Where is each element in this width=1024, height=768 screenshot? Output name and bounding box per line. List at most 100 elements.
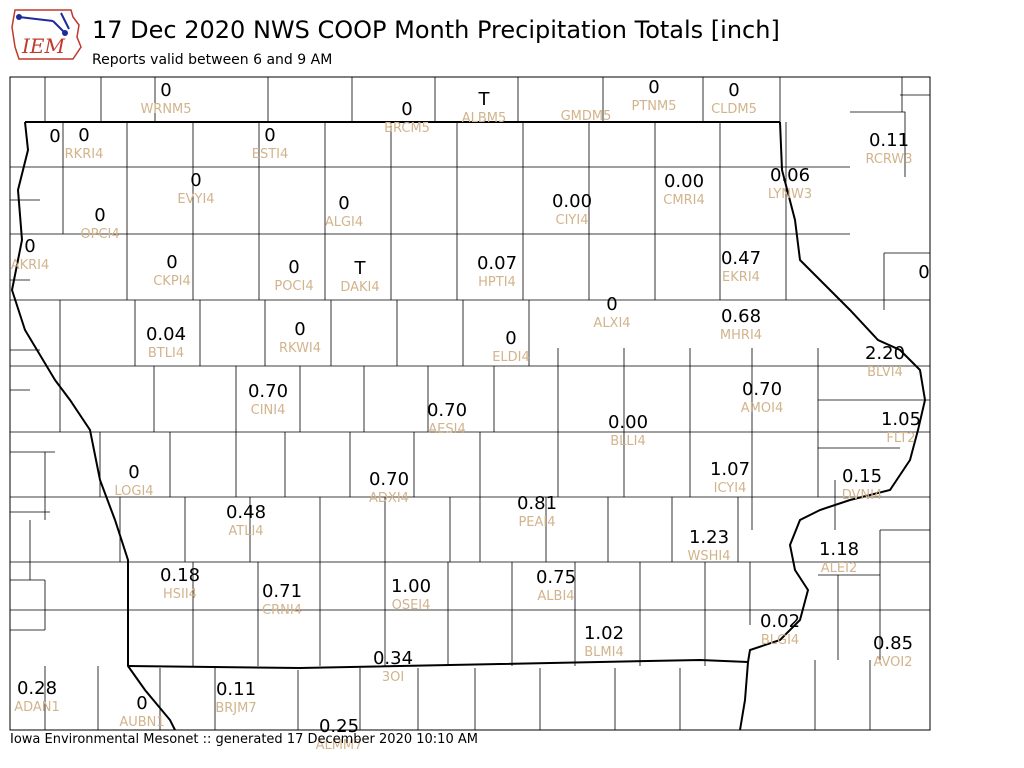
- station-value: 0: [338, 193, 349, 214]
- station-id: BLMI4: [584, 645, 623, 660]
- station-id: BLVI4: [867, 365, 903, 380]
- station-value: 0: [294, 319, 305, 340]
- station-value: 1.02: [584, 623, 624, 644]
- station-id: BLGI4: [761, 633, 799, 648]
- station-value: 0.48: [226, 502, 266, 523]
- station-value: 0: [918, 262, 929, 283]
- station-value: 0: [401, 99, 412, 120]
- station-value: T: [354, 258, 367, 279]
- station-id: ALBI4: [537, 589, 574, 604]
- station-value: 0: [128, 462, 139, 483]
- station-value: 1.07: [710, 459, 750, 480]
- station-id: RKRI4: [65, 147, 104, 162]
- station-id: EVYI4: [177, 192, 214, 207]
- station-value: 0.81: [517, 493, 557, 514]
- station-id: EKRI4: [722, 270, 760, 285]
- station-id: ADXI4: [369, 491, 409, 506]
- station-value: 0.11: [869, 130, 909, 151]
- station-value: 0.85: [873, 633, 913, 654]
- map-footer: Iowa Environmental Mesonet :: generated …: [10, 732, 478, 747]
- station-id: MHRI4: [720, 328, 762, 343]
- station-id: LOGI4: [114, 484, 153, 499]
- map-subtitle: Reports valid between 6 and 9 AM: [92, 52, 333, 68]
- station-value: 1.05: [881, 409, 921, 430]
- station-value: 0.47: [721, 248, 761, 269]
- station-id: AVOI2: [873, 655, 912, 670]
- station-value: 0.00: [608, 412, 648, 433]
- station-value: 0.07: [477, 253, 517, 274]
- station-id: GMDM5: [561, 109, 612, 124]
- station-value: 0.18: [160, 565, 200, 586]
- station-value: 0.68: [721, 306, 761, 327]
- station-value: 0: [49, 126, 60, 147]
- station-value: 0.70: [427, 400, 467, 421]
- station-value: 0: [136, 693, 147, 714]
- station-id: PEAI4: [518, 515, 555, 530]
- station-value: 0.75: [536, 567, 576, 588]
- station-value: 0.11: [216, 679, 256, 700]
- station-id: OPCI4: [80, 227, 119, 242]
- station-id: CKPI4: [153, 274, 191, 289]
- station-id: RCRW3: [865, 152, 912, 167]
- station-id: WRNM5: [140, 102, 191, 117]
- station-id: ATLI4: [228, 524, 263, 539]
- station-value: 0.04: [146, 324, 186, 345]
- station-id: ICYI4: [714, 481, 747, 496]
- station-value: 1.23: [689, 527, 729, 548]
- station-id: CLDM5: [711, 102, 757, 117]
- station-value: 0: [648, 77, 659, 98]
- station-value: 0: [190, 170, 201, 191]
- station-id: CRNI4: [262, 603, 302, 618]
- station-id: HPTI4: [478, 275, 516, 290]
- station-id: AMOI4: [741, 401, 783, 416]
- station-value: 0.00: [552, 191, 592, 212]
- state-borders: [10, 121, 927, 731]
- station-value: 0.25: [319, 716, 359, 737]
- station-id: AUBN1: [119, 715, 164, 730]
- station-id: DVNI4: [842, 488, 883, 503]
- station-id: HSII4: [163, 587, 197, 602]
- station-id: ELDI4: [492, 350, 530, 365]
- station-id: ALMM7: [316, 738, 363, 753]
- station-marker: 0: [918, 262, 929, 283]
- station-value: 1.00: [391, 576, 431, 597]
- station-value: 0.28: [17, 678, 57, 699]
- station-id: AESI4: [428, 422, 465, 437]
- logo-text: IEM: [21, 34, 66, 58]
- station-id: BRCM5: [384, 121, 430, 136]
- station-id: AKRI4: [11, 258, 50, 273]
- station-value: 0.70: [248, 381, 288, 402]
- station-id: FLT2: [886, 431, 915, 446]
- station-id: 3OI: [382, 670, 404, 685]
- station-value: T: [478, 89, 491, 110]
- map-title: 17 Dec 2020 NWS COOP Month Precipitation…: [92, 16, 780, 44]
- station-id: CMRI4: [663, 193, 704, 208]
- station-value: 0: [166, 252, 177, 273]
